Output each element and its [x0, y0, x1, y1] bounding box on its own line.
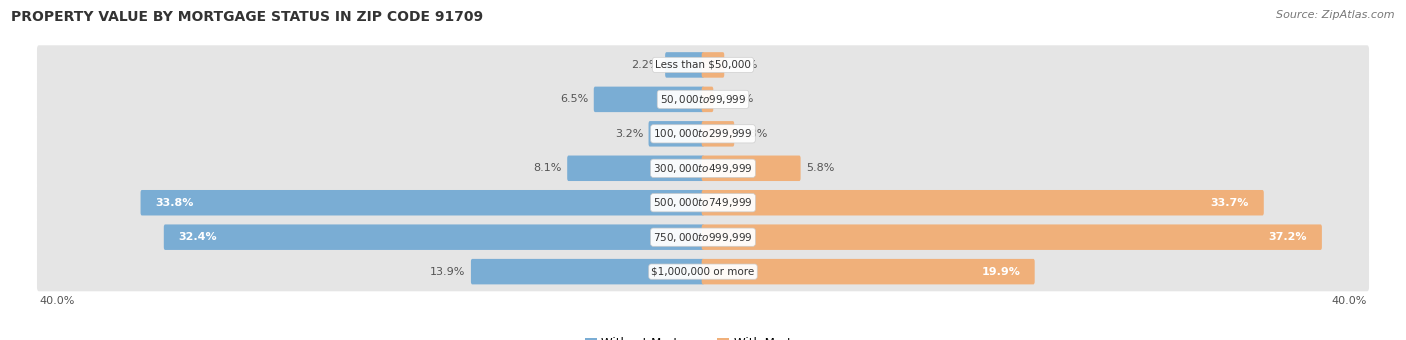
Text: 13.9%: 13.9%: [430, 267, 465, 277]
Text: 2.2%: 2.2%: [631, 60, 659, 70]
FancyBboxPatch shape: [165, 224, 704, 250]
Text: 1.2%: 1.2%: [730, 60, 758, 70]
Text: $100,000 to $299,999: $100,000 to $299,999: [654, 127, 752, 140]
FancyBboxPatch shape: [37, 80, 1369, 119]
Text: 5.8%: 5.8%: [806, 163, 834, 173]
FancyBboxPatch shape: [593, 87, 704, 112]
FancyBboxPatch shape: [702, 87, 713, 112]
Text: 0.54%: 0.54%: [718, 95, 754, 104]
Text: $500,000 to $749,999: $500,000 to $749,999: [654, 196, 752, 209]
Text: 37.2%: 37.2%: [1268, 232, 1308, 242]
FancyBboxPatch shape: [702, 259, 1035, 284]
Legend: Without Mortgage, With Mortgage: Without Mortgage, With Mortgage: [585, 337, 821, 340]
FancyBboxPatch shape: [37, 252, 1369, 291]
Text: $1,000,000 or more: $1,000,000 or more: [651, 267, 755, 277]
Text: PROPERTY VALUE BY MORTGAGE STATUS IN ZIP CODE 91709: PROPERTY VALUE BY MORTGAGE STATUS IN ZIP…: [11, 10, 484, 24]
Text: $50,000 to $99,999: $50,000 to $99,999: [659, 93, 747, 106]
FancyBboxPatch shape: [37, 149, 1369, 188]
Text: 32.4%: 32.4%: [179, 232, 217, 242]
FancyBboxPatch shape: [665, 52, 704, 78]
Text: 33.8%: 33.8%: [155, 198, 194, 208]
FancyBboxPatch shape: [37, 114, 1369, 153]
Text: 19.9%: 19.9%: [981, 267, 1021, 277]
Text: 3.2%: 3.2%: [614, 129, 643, 139]
FancyBboxPatch shape: [702, 52, 724, 78]
FancyBboxPatch shape: [702, 155, 800, 181]
FancyBboxPatch shape: [702, 121, 734, 147]
FancyBboxPatch shape: [37, 183, 1369, 222]
Text: 1.8%: 1.8%: [740, 129, 768, 139]
Text: 40.0%: 40.0%: [1331, 296, 1367, 306]
FancyBboxPatch shape: [702, 224, 1322, 250]
Text: 8.1%: 8.1%: [533, 163, 562, 173]
FancyBboxPatch shape: [471, 259, 704, 284]
FancyBboxPatch shape: [567, 155, 704, 181]
FancyBboxPatch shape: [702, 190, 1264, 216]
Text: 6.5%: 6.5%: [560, 95, 589, 104]
Text: 40.0%: 40.0%: [39, 296, 75, 306]
FancyBboxPatch shape: [648, 121, 704, 147]
FancyBboxPatch shape: [37, 45, 1369, 85]
Text: Source: ZipAtlas.com: Source: ZipAtlas.com: [1277, 10, 1395, 20]
Text: $300,000 to $499,999: $300,000 to $499,999: [654, 162, 752, 175]
Text: Less than $50,000: Less than $50,000: [655, 60, 751, 70]
Text: 33.7%: 33.7%: [1211, 198, 1249, 208]
FancyBboxPatch shape: [141, 190, 704, 216]
FancyBboxPatch shape: [37, 218, 1369, 257]
Text: $750,000 to $999,999: $750,000 to $999,999: [654, 231, 752, 244]
